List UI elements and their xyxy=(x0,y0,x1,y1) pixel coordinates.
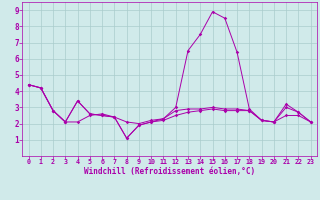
X-axis label: Windchill (Refroidissement éolien,°C): Windchill (Refroidissement éolien,°C) xyxy=(84,167,255,176)
